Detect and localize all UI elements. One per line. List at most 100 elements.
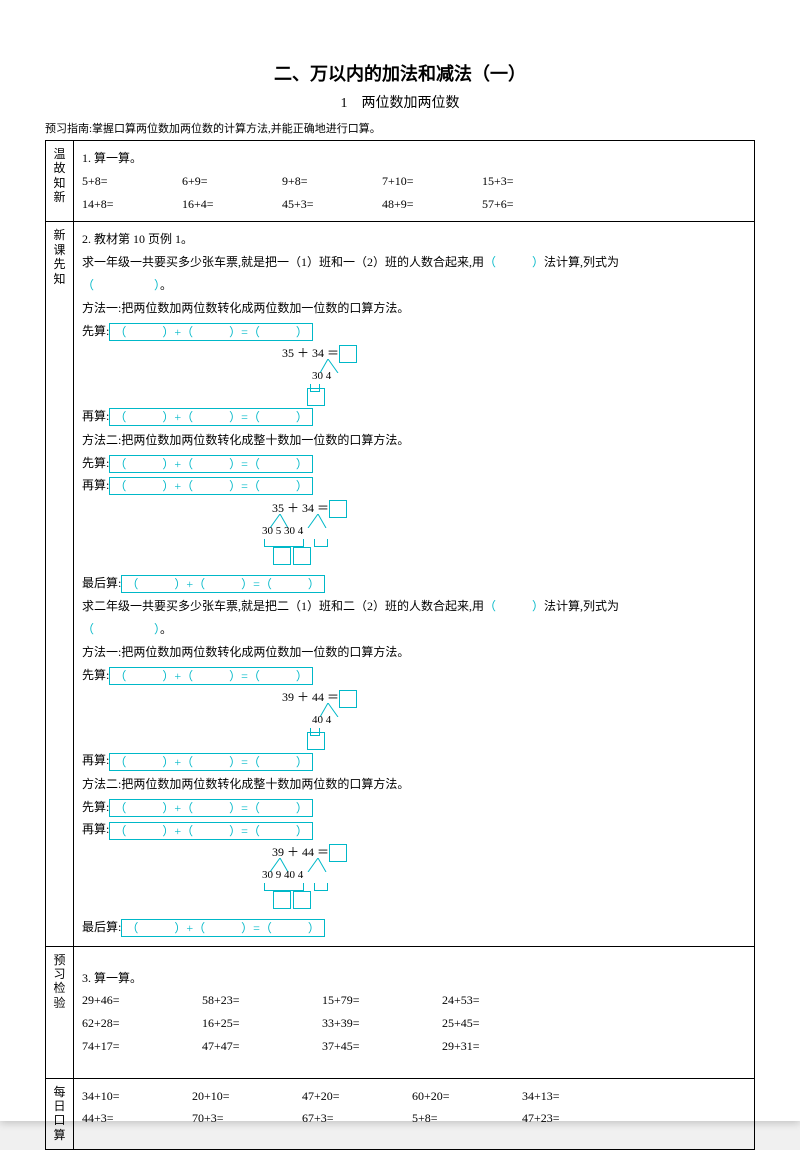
s1-row2: 14+8= 16+4= 45+3= 48+9= 57+6= [82, 193, 746, 216]
first-calc: 先算:（ ）+（ ）=（ ） [82, 321, 746, 343]
blank: （ ） [82, 622, 160, 636]
bracket-icon [264, 539, 304, 547]
split-values: 30 4 [312, 370, 331, 382]
result-box [272, 547, 312, 565]
s1-heading: 1. 算一算。 [82, 147, 746, 170]
split-values: 30 9 40 4 [262, 869, 303, 881]
fill-box: （ ）+（ ）=（ ） [121, 575, 325, 593]
fill-box: （ ）+（ ）=（ ） [109, 667, 313, 685]
fill-box: （ ）+（ ）=（ ） [109, 477, 313, 495]
calc-cell: 70+3= [192, 1107, 302, 1130]
calc-cell: 16+25= [202, 1012, 322, 1035]
calc-cell: 37+45= [322, 1035, 442, 1058]
calc-cell: 60+20= [412, 1085, 522, 1108]
section-label-daily: 每日口算 [46, 1078, 74, 1149]
calc-cell: 44+3= [82, 1107, 192, 1130]
calc-cell: 25+45= [442, 1012, 562, 1035]
s4-row1: 34+10= 20+10= 47+20= 60+20= 34+13= [82, 1085, 746, 1108]
label: 先算: [82, 453, 109, 475]
label: 再算: [82, 406, 109, 428]
calc-cell: 34+10= [82, 1085, 192, 1108]
calc-cell: 5+8= [82, 170, 182, 193]
calc-cell: 45+3= [282, 193, 382, 216]
label: 最后算: [82, 917, 121, 939]
s2-p2: 求一年级一共要买多少张车票,就是把一（1）班和一（2）班的人数合起来,用（ ）法… [82, 251, 746, 274]
label: 最后算: [82, 573, 121, 595]
calc-cell: 62+28= [82, 1012, 202, 1035]
calc-cell: 47+23= [522, 1107, 632, 1130]
blank: （ ） [484, 255, 544, 269]
calc-cell: 24+53= [442, 989, 562, 1012]
text: 法计算,列式为 [544, 255, 619, 269]
section-label-review: 温故知新 [46, 141, 74, 222]
calc-cell: 15+79= [322, 989, 442, 1012]
text: 。 [160, 622, 172, 636]
main-table: 温故知新 1. 算一算。 5+8= 6+9= 9+8= 7+10= 15+3= … [45, 140, 755, 1150]
method2: 方法二:把两位数加两位数转化成整十数加一位数的口算方法。 [82, 429, 746, 452]
split-values: 40 4 [312, 714, 331, 726]
fill-box: （ ）+（ ）=（ ） [109, 455, 313, 473]
fill-box: （ ）+（ ）=（ ） [121, 919, 325, 937]
preview-guide: 预习指南:掌握口算两位数加两位数的计算方法,并能正确地进行口算。 [45, 120, 755, 136]
label: 先算: [82, 665, 109, 687]
s3-row2: 62+28= 16+25= 33+39= 25+45= [82, 1012, 746, 1035]
calc-cell: 16+4= [182, 193, 282, 216]
s3-row1: 29+46= 58+23= 15+79= 24+53= [82, 989, 746, 1012]
calc-cell: 29+46= [82, 989, 202, 1012]
diagram-39-44-b: 39 ＋ 44 ＝ 30 9 40 4 [252, 843, 746, 915]
fill-box: （ ）+（ ）=（ ） [109, 323, 313, 341]
first-calc-3: 先算:（ ）+（ ）=（ ） [82, 665, 746, 687]
calc-cell: 67+3= [302, 1107, 412, 1130]
s4-row2: 44+3= 70+3= 67+3= 5+8= 47+23= [82, 1107, 746, 1130]
section-daily-content: 34+10= 20+10= 47+20= 60+20= 34+13= 44+3=… [74, 1078, 755, 1149]
blank: （ ） [484, 599, 544, 613]
text: 求二年级一共要买多少张车票,就是把二（1）班和二（2）班的人数合起来,用 [82, 599, 484, 613]
worksheet-page: 二、万以内的加法和减法（一） 1 两位数加两位数 预习指南:掌握口算两位数加两位… [0, 0, 800, 1121]
bracket-icon [314, 883, 328, 891]
section-label-new: 新课先知 [46, 222, 74, 946]
then-calc-4: 再算:（ ）+（ ）=（ ） [82, 819, 746, 841]
label: 先算: [82, 321, 109, 343]
label: 再算: [82, 750, 109, 772]
section-new-content: 2. 教材第 10 页例 1。 求一年级一共要买多少张车票,就是把一（1）班和一… [74, 222, 755, 946]
label: 再算: [82, 475, 109, 497]
split-values: 30 5 30 4 [262, 525, 303, 537]
s3-row3: 74+17= 47+47= 37+45= 29+31= [82, 1035, 746, 1058]
calc-cell: 74+17= [82, 1035, 202, 1058]
fill-box: （ ）+（ ）=（ ） [109, 753, 313, 771]
s2-p2b: （ ）。 [82, 274, 746, 297]
section-label-check: 预习检验 [46, 946, 74, 1078]
diagram-35-34-a: 35 ＋ 34 ＝ 30 4 [282, 344, 746, 404]
then-calc-3: 再算:（ ）+（ ）=（ ） [82, 750, 746, 772]
fill-box: （ ）+（ ）=（ ） [109, 408, 313, 426]
diagram-35-34-b: 35 ＋ 34 ＝ 30 5 30 4 [252, 499, 746, 571]
calc-cell: 48+9= [382, 193, 482, 216]
calc-cell: 15+3= [482, 170, 582, 193]
s2-p3b: （ ）。 [82, 618, 746, 641]
s2-p3: 求二年级一共要买多少张车票,就是把二（1）班和二（2）班的人数合起来,用（ ）法… [82, 595, 746, 618]
calc-cell: 9+8= [282, 170, 382, 193]
method1: 方法一:把两位数加两位数转化成两位数加一位数的口算方法。 [82, 297, 746, 320]
s3-heading: 3. 算一算。 [82, 967, 746, 990]
page-subtitle: 1 两位数加两位数 [45, 92, 755, 112]
fill-box: （ ）+（ ）=（ ） [109, 822, 313, 840]
calc-cell: 58+23= [202, 989, 322, 1012]
diagram-39-44-a: 39 ＋ 44 ＝ 40 4 [282, 688, 746, 748]
calc-cell: 57+6= [482, 193, 582, 216]
method4: 方法二:把两位数加两位数转化成整十数加两位数的口算方法。 [82, 773, 746, 796]
result-box [272, 891, 312, 909]
result-box [306, 388, 326, 406]
first-calc-4: 先算:（ ）+（ ）=（ ） [82, 797, 746, 819]
blank: （ ） [82, 278, 160, 292]
calc-cell: 14+8= [82, 193, 182, 216]
calc-cell: 29+31= [442, 1035, 562, 1058]
text: 。 [160, 278, 172, 292]
label: 再算: [82, 819, 109, 841]
calc-cell: 47+20= [302, 1085, 412, 1108]
s2-p1: 2. 教材第 10 页例 1。 [82, 228, 746, 251]
last-calc-2: 最后算:（ ）+（ ）=（ ） [82, 917, 746, 939]
calc-cell: 6+9= [182, 170, 282, 193]
last-calc: 最后算:（ ）+（ ）=（ ） [82, 573, 746, 595]
calc-cell: 47+47= [202, 1035, 322, 1058]
calc-cell: 20+10= [192, 1085, 302, 1108]
